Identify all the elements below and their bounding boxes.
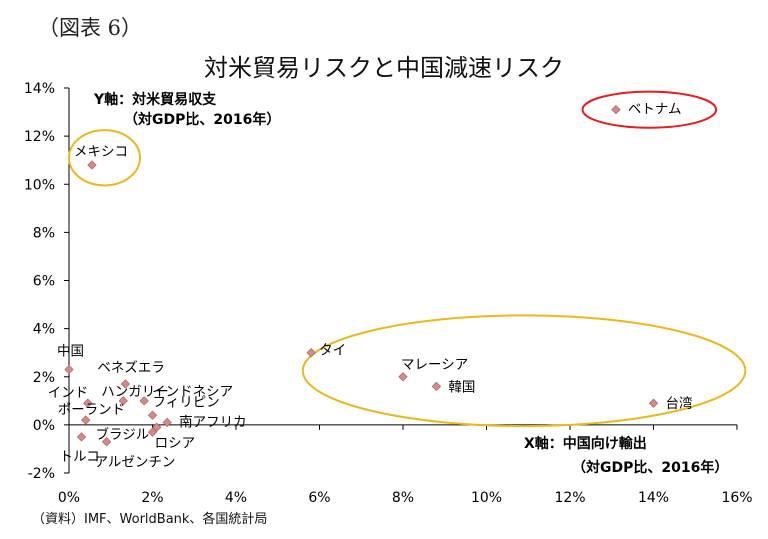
y-tick-label: -2% <box>28 466 55 482</box>
data-point <box>101 437 112 447</box>
x-tick-label: 16% <box>721 490 752 506</box>
point-label: ハンガリー <box>101 384 168 400</box>
figure-label: （図表 6） <box>38 16 143 40</box>
data-point <box>118 396 128 406</box>
point-label: ポーランド <box>58 402 126 418</box>
axes: -2%0%2%4%6%8%10%12%14%0% 2% 4% 6% 8% 10% 12% 14… <box>24 81 753 506</box>
mexico-highlight <box>68 129 141 187</box>
point-label: メキシコ <box>74 144 128 160</box>
x-tick-label: 14% <box>638 490 669 506</box>
highlight-ellipses <box>68 90 747 428</box>
point-label: ブラジル <box>96 426 150 443</box>
y-tick-label: 2% <box>33 370 55 386</box>
asia-highlight <box>301 314 747 428</box>
data-point <box>87 160 97 170</box>
data-point <box>398 372 408 382</box>
point-label: アルゼンチン <box>95 455 176 471</box>
point-label: 中国 <box>57 344 84 360</box>
point-label: タイ <box>319 343 346 359</box>
y-tick-label: 4% <box>33 322 55 338</box>
y-tick-label: 10% <box>24 177 55 193</box>
point-label: 南アフリカ <box>179 414 247 430</box>
data-point <box>147 427 158 437</box>
x-tick-label: 8% <box>392 490 414 506</box>
data-point <box>152 422 162 432</box>
point-label: ベネズエラ <box>97 360 165 376</box>
y-tick-label: 12% <box>24 129 55 145</box>
data-points <box>64 105 659 447</box>
y-tick-label: 8% <box>33 225 55 241</box>
data-point <box>120 379 130 389</box>
point-label: ベトナム <box>628 102 682 118</box>
x-tick-label: 12% <box>554 490 585 506</box>
vietnam-highlight <box>581 90 718 129</box>
x-tick-label: 10% <box>471 490 502 506</box>
point-label: 韓国 <box>448 379 475 395</box>
y-tick-label: 14% <box>24 81 55 97</box>
point-label: トルコ <box>60 449 100 465</box>
data-point <box>306 348 316 358</box>
data-point <box>64 364 74 375</box>
x-axis-title-line1: X軸：中国向け輸出 <box>524 435 647 452</box>
x-tick-label: 2% <box>141 490 163 506</box>
point-label: ロシア <box>155 435 196 451</box>
data-point <box>648 398 659 408</box>
data-point <box>139 396 149 406</box>
data-point <box>431 381 442 391</box>
source-note: （資料）IMF、WorldBank、各国統計局 <box>32 512 268 527</box>
data-point <box>162 417 172 428</box>
point-label: インドネシア <box>152 384 233 400</box>
x-tick-label: 0% <box>58 490 80 506</box>
data-point <box>81 415 91 425</box>
y-axis-title-line2: （対GDP比、2016年） <box>124 111 280 128</box>
data-point <box>611 105 621 115</box>
x-tick-label: 6% <box>308 490 330 506</box>
point-label: 台湾 <box>666 395 693 412</box>
x-tick-label: 4% <box>225 490 247 506</box>
data-point <box>83 398 93 408</box>
data-point <box>76 432 87 442</box>
point-label: インド <box>48 385 89 401</box>
y-tick-label: 6% <box>33 274 55 290</box>
x-axis-title-line2: （対GDP比、2016年） <box>572 459 728 476</box>
point-label: マレーシア <box>401 357 468 373</box>
y-tick-label: 0% <box>33 418 55 434</box>
point-label: フィリピン <box>153 394 220 410</box>
data-point <box>147 410 158 420</box>
chart-title: 対米貿易リスクと中国減速リスク <box>204 54 564 82</box>
y-axis-title-line1: Y軸：対米貿易収支 <box>93 91 217 108</box>
